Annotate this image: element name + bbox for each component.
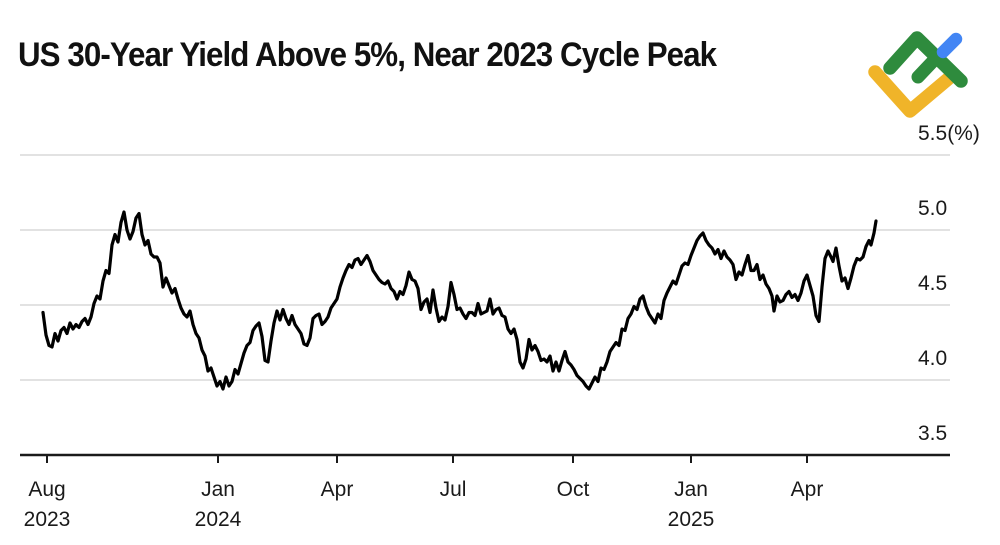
y-axis-label: 5.5(%)	[918, 122, 980, 145]
x-axis-month-label: Apr	[321, 478, 354, 501]
x-axis-month-label: Jul	[440, 478, 467, 501]
y-axis-label: 4.5	[918, 272, 947, 295]
logo-yellow-chevron	[868, 65, 955, 118]
x-axis-month-label: Aug	[28, 478, 65, 501]
logo-green-chevron	[883, 31, 968, 88]
logo-green-inner-stroke	[911, 51, 943, 84]
x-axis-month-label: Jan	[674, 478, 708, 501]
litefinance-logo	[868, 31, 968, 118]
x-axis-year-label: 2024	[195, 508, 242, 531]
x-axis-month-label: Jan	[201, 478, 235, 501]
x-axis-month-label: Apr	[791, 478, 824, 501]
x-axis-year-label: 2025	[668, 508, 715, 531]
logo-blue-stroke	[936, 32, 963, 59]
y-axis-label: 3.5	[918, 422, 947, 445]
y-axis-label: 4.0	[918, 347, 947, 370]
yield-line-series	[41, 210, 878, 391]
x-axis-year-label: 2023	[24, 508, 71, 531]
y-axis-label: 5.0	[918, 197, 947, 220]
x-axis-month-label: Oct	[557, 478, 590, 501]
chart-title: US 30-Year Yield Above 5%, Near 2023 Cyc…	[18, 36, 717, 74]
